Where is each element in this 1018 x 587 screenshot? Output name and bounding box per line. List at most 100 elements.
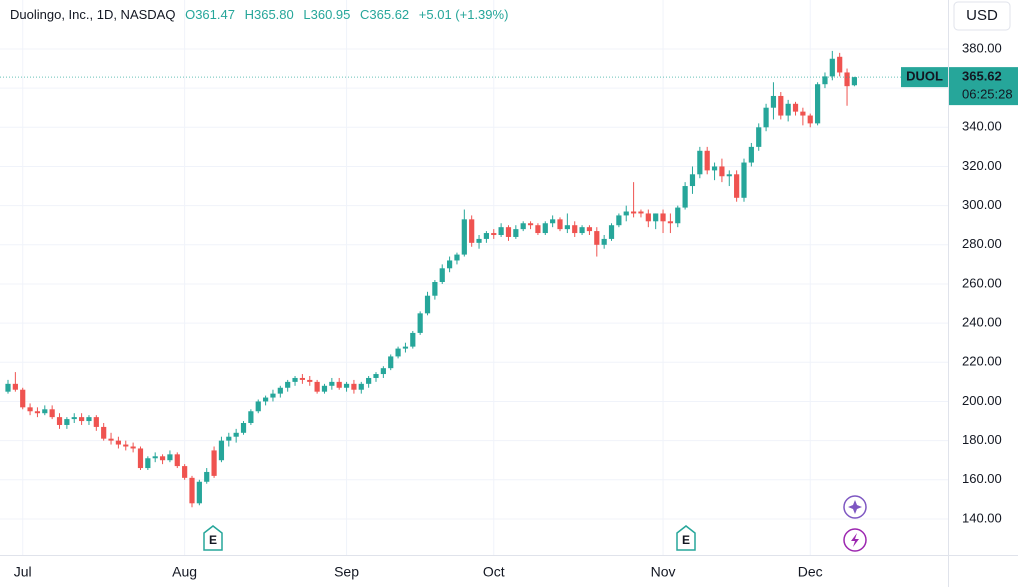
- candle-body: [822, 76, 828, 85]
- candle-body: [807, 115, 813, 124]
- candle-body: [608, 225, 615, 239]
- candle-body: [476, 238, 482, 243]
- y-tick-label: 180.00: [962, 432, 1002, 447]
- candle-body: [756, 127, 762, 147]
- change-value: +5.01 (+1.39%): [419, 7, 509, 22]
- candle-body: [734, 174, 740, 198]
- candle-body: [292, 377, 298, 382]
- candle-body: [785, 103, 791, 116]
- candle-body: [321, 385, 328, 392]
- currency[interactable]: USD: [966, 7, 998, 24]
- candle-body: [851, 77, 857, 86]
- candle-body: [366, 377, 372, 384]
- candle-body: [42, 409, 48, 414]
- candle-body: [248, 411, 254, 424]
- candle-body: [123, 444, 129, 447]
- candle-body: [34, 411, 41, 414]
- candle-body: [557, 219, 563, 230]
- countdown: 06:25:28: [962, 87, 1013, 102]
- candle-body: [653, 213, 659, 222]
- candle-body: [645, 213, 651, 222]
- candle-body: [682, 186, 688, 208]
- y-tick-label: 340.00: [962, 119, 1002, 134]
- candle-body: [704, 150, 710, 171]
- candle-body: [741, 162, 747, 198]
- candle-body: [56, 417, 63, 425]
- candle-body: [64, 419, 70, 425]
- candle-body: [844, 72, 850, 87]
- candle-body: [726, 174, 732, 177]
- candle-body: [204, 471, 210, 482]
- legend-header: Duolingo, Inc., 1D, NASDAQ O361.47 H365.…: [10, 7, 508, 22]
- candle-body: [388, 356, 394, 369]
- candle-body: [763, 107, 769, 128]
- symbol: DUOL: [906, 69, 943, 84]
- candle-body: [447, 260, 453, 269]
- candle-body: [5, 383, 11, 392]
- candle-body: [137, 448, 144, 469]
- candle-body: [285, 381, 291, 388]
- x-tick-label: Sep: [334, 564, 359, 580]
- candles: [0, 50, 948, 508]
- candle-body: [483, 233, 489, 239]
- candle-body: [572, 225, 578, 234]
- earnings-marker[interactable]: E: [676, 525, 696, 551]
- candle-body: [402, 346, 409, 349]
- candle-body: [174, 454, 180, 467]
- earnings-label: E: [209, 533, 217, 547]
- candle-body: [461, 219, 467, 255]
- candle-body: [358, 383, 364, 390]
- x-tick-label: Oct: [483, 564, 505, 580]
- candle-body: [594, 231, 600, 245]
- candle-body: [373, 374, 379, 378]
- candle-body: [86, 417, 92, 422]
- candle-body: [689, 174, 696, 187]
- axes: 140.00 160.00 180.00 200.00 220.00 240.00 260.…: [14, 40, 1018, 580]
- candle-body: [498, 227, 504, 236]
- candle-body: [226, 436, 232, 441]
- chart-title: Duolingo, Inc., 1D, NASDAQ: [10, 7, 175, 22]
- high-value: H365.80: [245, 7, 294, 22]
- candle-body: [152, 456, 158, 459]
- candle-body: [513, 229, 519, 237]
- candle-body: [748, 146, 754, 163]
- y-tick-label: 240.00: [962, 315, 1002, 330]
- candle-body: [233, 432, 239, 437]
- candle-body: [314, 381, 320, 392]
- candle-body: [130, 446, 136, 449]
- candle-body: [711, 166, 718, 171]
- y-tick-label: 200.00: [962, 393, 1002, 408]
- candle-body: [277, 387, 283, 394]
- earnings-label: E: [682, 533, 690, 547]
- candle-body: [439, 268, 445, 283]
- ideas-glyph: [848, 500, 862, 514]
- candle-body: [432, 282, 438, 296]
- candle-body: [770, 95, 777, 108]
- grid: [0, 0, 948, 555]
- candle-body: [336, 381, 342, 388]
- candle-body: [792, 103, 799, 112]
- candle-body: [491, 233, 497, 236]
- x-tick-label: Nov: [651, 564, 676, 580]
- candle-body: [829, 58, 835, 77]
- candle-body: [189, 477, 195, 504]
- candle-body: [417, 313, 423, 333]
- candle-body: [520, 223, 526, 230]
- candle-body: [49, 409, 55, 418]
- y-tick-label: 380.00: [962, 40, 1002, 55]
- candle-body: [719, 166, 725, 177]
- candle-body: [535, 225, 541, 234]
- candle-body: [697, 150, 703, 175]
- currency-button[interactable]: [953, 1, 1011, 31]
- candle-body: [505, 227, 512, 237]
- earnings-marker[interactable]: E: [203, 525, 223, 551]
- candle-body: [108, 438, 114, 441]
- y-tick-label: 300.00: [962, 197, 1002, 212]
- candle-body: [586, 227, 593, 232]
- candle-body: [12, 383, 18, 390]
- candle-body: [410, 332, 416, 347]
- candle-body: [299, 377, 305, 380]
